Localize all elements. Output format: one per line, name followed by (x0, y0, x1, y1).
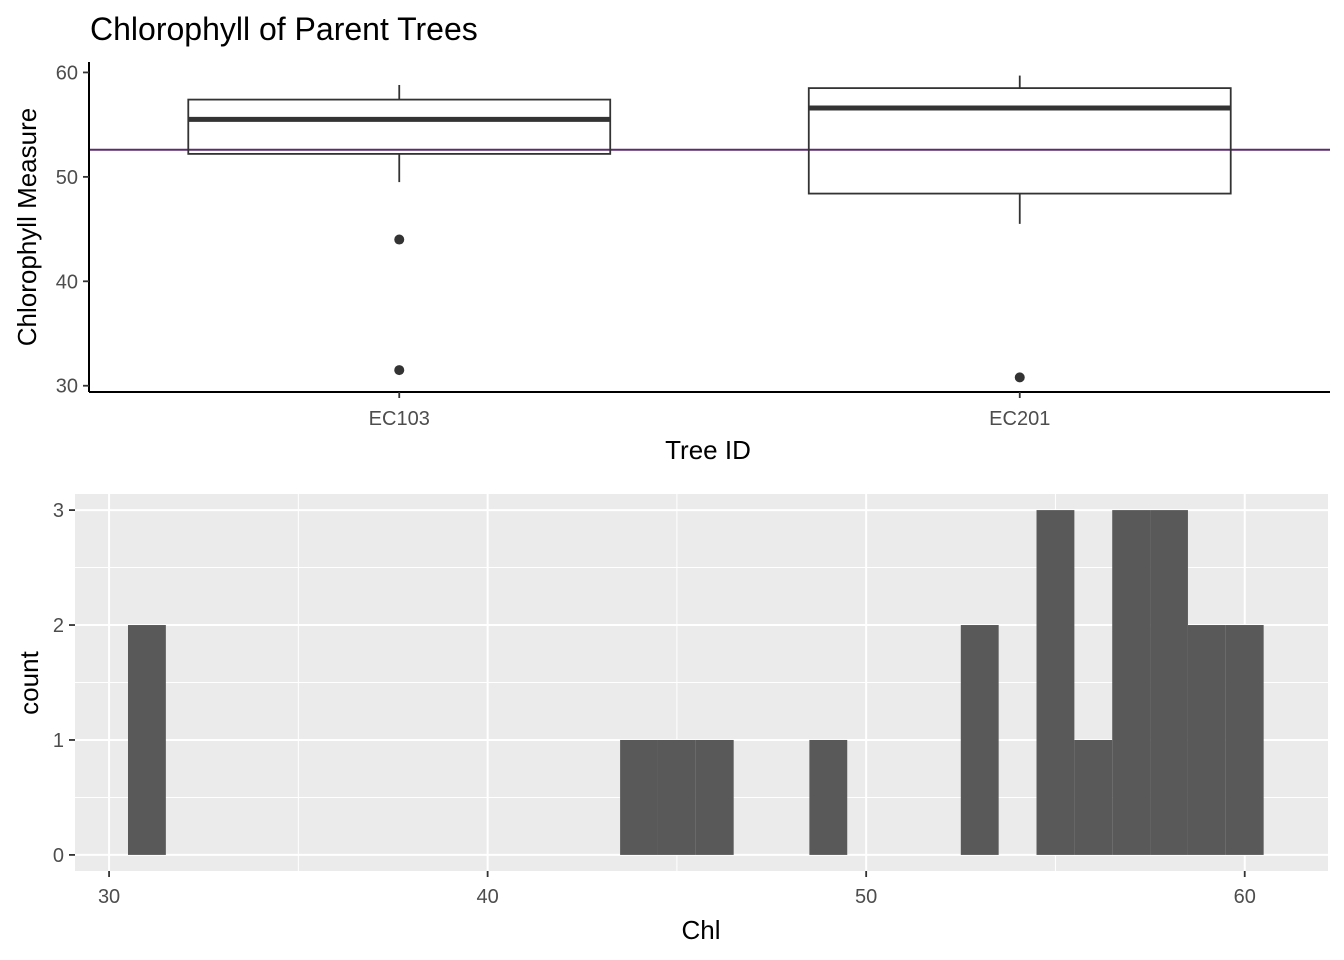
box-iqr-rect (807, 87, 1232, 195)
boxplot-title: Chlorophyll of Parent Trees (90, 11, 478, 47)
histogram-bar (1036, 510, 1075, 855)
boxplot-x-tick-label: EC201 (989, 408, 1050, 430)
histogram-y-tick-label: 1 (53, 730, 64, 752)
histogram-bar (1187, 625, 1226, 855)
boxplot-y-axis-title: Chlorophyll Measure (12, 108, 42, 346)
boxplot-y-tick-label: 60 (56, 62, 78, 84)
histogram-y-tick-label: 0 (53, 845, 64, 867)
histogram-x-tick-label: 40 (476, 886, 498, 908)
box-outlier-point (1014, 372, 1025, 383)
histogram-bars (127, 510, 1264, 855)
boxplot-y-tick-label: 40 (56, 271, 78, 293)
boxplot-y-tick-label: 50 (56, 167, 78, 189)
histogram-x-axis-title: Chl (681, 915, 720, 945)
histogram-bar (960, 625, 999, 855)
box-EC201 (807, 75, 1232, 383)
histogram-y-axis-title: count (14, 650, 44, 714)
boxplot-x-tick-label: EC103 (369, 408, 430, 430)
boxplot-panel: Chlorophyll of Parent Trees 30 40 50 60 EC10… (12, 11, 1330, 465)
histogram-panel: 0 1 2 3 30 40 50 60 Chl count (14, 494, 1328, 945)
histogram-y-tick-label: 3 (53, 500, 64, 522)
histogram-bar (127, 625, 166, 855)
histogram-bar (695, 739, 734, 855)
histogram-bar (1225, 625, 1264, 855)
boxplot-boxes-layer (187, 75, 1232, 383)
histogram-x-tick-label: 50 (855, 886, 877, 908)
histogram-x-tick-label: 30 (98, 886, 120, 908)
box-iqr-rect (187, 98, 612, 155)
box-EC103 (187, 84, 612, 376)
boxplot-y-tick-label: 30 (56, 376, 78, 398)
histogram-x-tick-label: 60 (1234, 886, 1256, 908)
boxplot-x-axis-title: Tree ID (665, 435, 751, 465)
histogram-bar (657, 739, 696, 855)
box-outlier-point (394, 234, 405, 245)
boxplot-axes: 30 40 50 60 EC103 EC201 (56, 62, 1330, 430)
histogram-y-tick-label: 2 (53, 615, 64, 637)
histogram-bar (809, 739, 848, 855)
histogram-axes: 0 1 2 3 30 40 50 60 (53, 500, 1256, 908)
histogram-bar (1150, 510, 1188, 855)
histogram-bar (620, 739, 658, 855)
box-outlier-point (394, 365, 405, 376)
histogram-bar (1112, 510, 1151, 855)
histogram-bar (1074, 739, 1113, 855)
